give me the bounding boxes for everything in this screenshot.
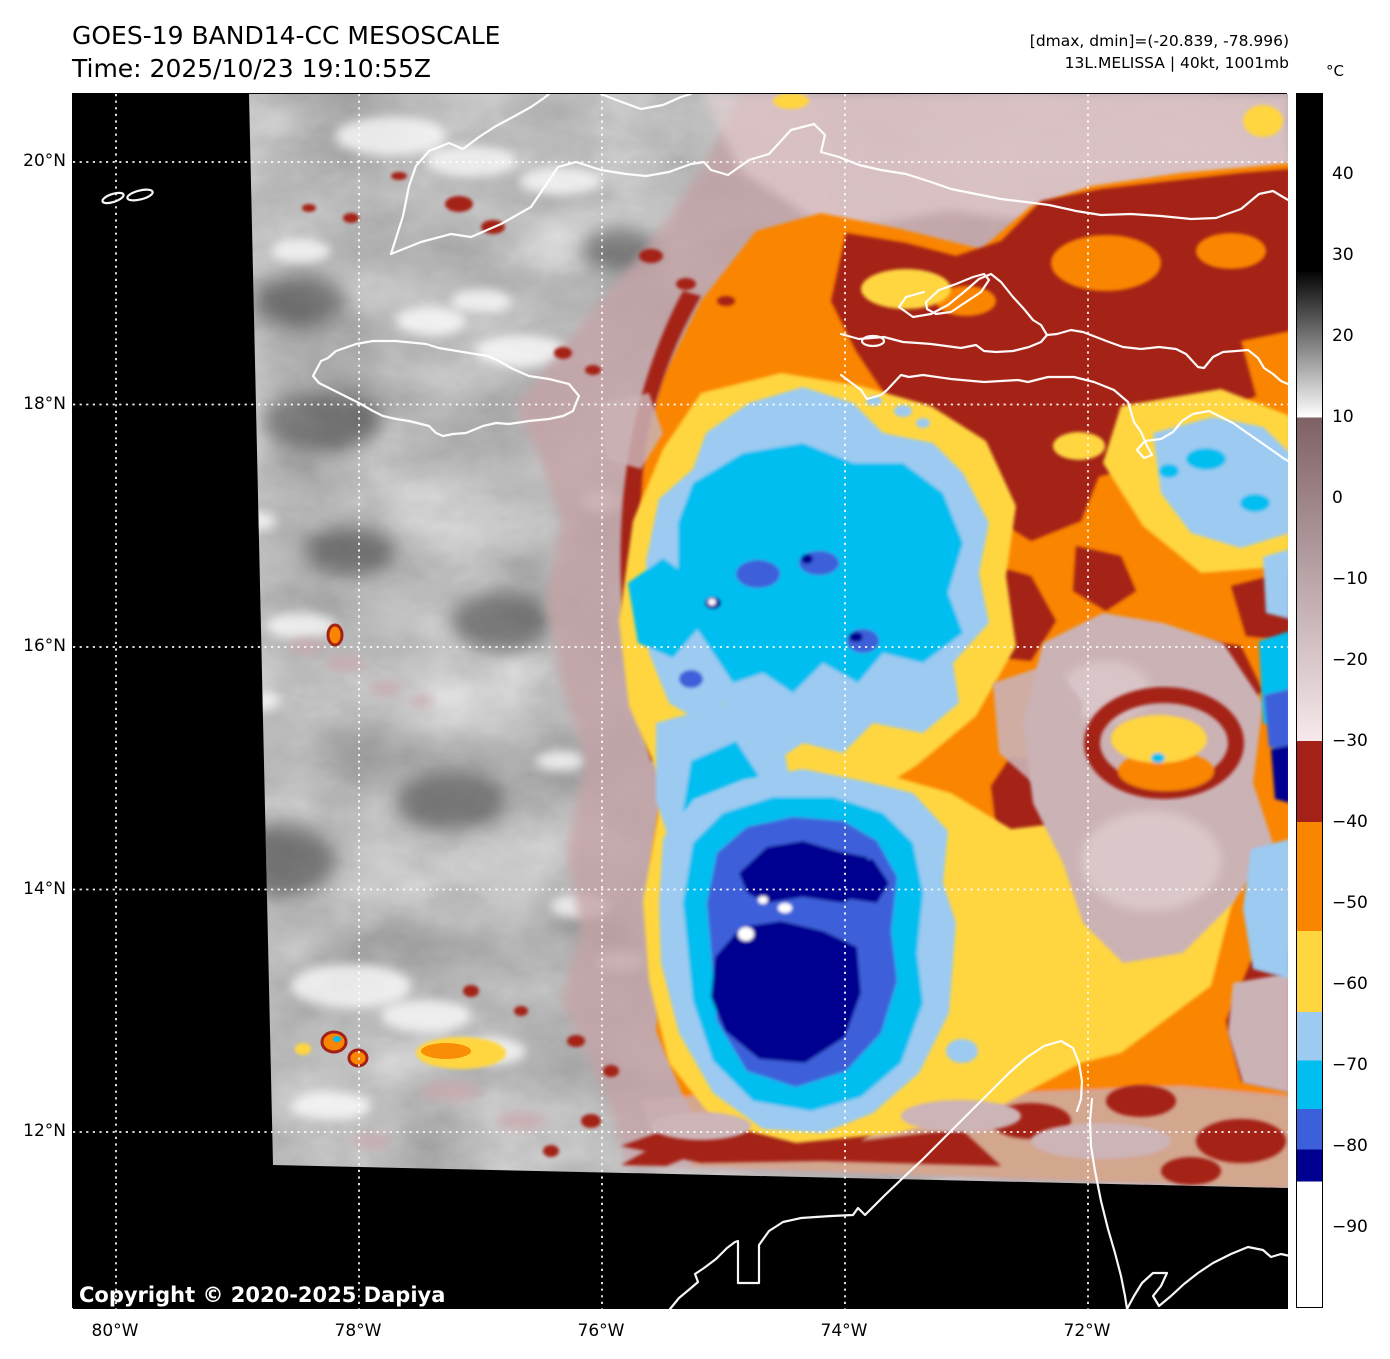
satellite-image: Copyright © 2020-2025 Dapiya (73, 94, 1288, 1309)
colorbar-tick-label: −10 (1332, 570, 1390, 588)
page-title: GOES-19 BAND14-CC MESOSCALE (72, 20, 500, 51)
colorbar-tick-label: 20 (1332, 327, 1390, 345)
lat-tick-label: 20°N (4, 152, 66, 170)
lat-tick-label: 14°N (4, 880, 66, 898)
colorbar-tick-label: 10 (1332, 408, 1390, 426)
colorbar (1296, 93, 1323, 1308)
colorbar-tick-label: 30 (1332, 246, 1390, 264)
timestamp: Time: 2025/10/23 19:10:55Z (72, 53, 431, 84)
lat-tick-label: 12°N (4, 1122, 66, 1140)
colorbar-tick-label: −90 (1332, 1218, 1390, 1236)
lon-tick-label: 80°W (75, 1322, 155, 1340)
colorbar-unit-label: °C (1326, 62, 1344, 80)
colorbar-tick-label: −70 (1332, 1056, 1390, 1074)
colorbar-tick-label: −60 (1332, 975, 1390, 993)
lon-tick-label: 76°W (561, 1322, 641, 1340)
lon-tick-label: 74°W (804, 1322, 884, 1340)
figure: GOES-19 BAND14-CC MESOSCALE Time: 2025/1… (0, 0, 1390, 1359)
colorbar-tick-label: −40 (1332, 813, 1390, 831)
lon-tick-label: 72°W (1047, 1322, 1127, 1340)
dmax-dmin-annotation: [dmax, dmin]=(-20.839, -78.996) (1030, 30, 1289, 52)
copyright-watermark: Copyright © 2020-2025 Dapiya (79, 1283, 445, 1307)
colorbar-tick-label: 0 (1332, 489, 1390, 507)
storm-info-annotation: 13L.MELISSA | 40kt, 1001mb (1065, 52, 1289, 74)
colorbar-tick-label: −20 (1332, 651, 1390, 669)
colorbar-tick-label: −50 (1332, 894, 1390, 912)
colorbar-tick-label: −80 (1332, 1137, 1390, 1155)
colorbar-tick-label: −30 (1332, 732, 1390, 750)
satellite-map: Copyright © 2020-2025 Dapiya (72, 93, 1287, 1308)
lat-tick-label: 16°N (4, 637, 66, 655)
colorbar-tick-label: 40 (1332, 165, 1390, 183)
lat-tick-label: 18°N (4, 395, 66, 413)
lon-tick-label: 78°W (318, 1322, 398, 1340)
